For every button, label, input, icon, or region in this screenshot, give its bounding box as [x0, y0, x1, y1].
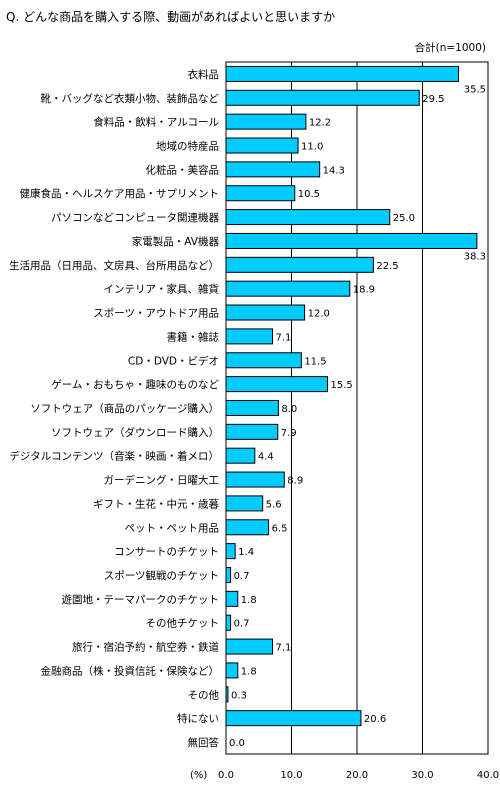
- value-label: 7.1: [276, 643, 292, 654]
- category-label: 家電製品・AV機器: [132, 235, 220, 248]
- category-label: CD・DVD・ビデオ: [128, 354, 219, 367]
- bar: [225, 256, 374, 273]
- value-label: 12.0: [308, 309, 330, 320]
- value-label: 0.3: [231, 690, 247, 701]
- category-label: ギフト・生花・中元・歳暮: [93, 497, 219, 510]
- bar: [225, 232, 478, 249]
- category-label: その他: [188, 688, 220, 701]
- x-tick-label: 30.0: [411, 770, 433, 781]
- value-label: 6.5: [272, 523, 288, 534]
- bar: [225, 495, 264, 512]
- category-label: 生活用品（日用品、文房具、台所用品など）: [9, 259, 219, 272]
- value-label: 20.6: [364, 714, 386, 725]
- value-label: 7.9: [281, 428, 297, 439]
- bars: [225, 65, 478, 727]
- category-label: その他チケット: [146, 617, 220, 630]
- bar: [225, 543, 236, 560]
- value-label: 4.4: [258, 452, 274, 463]
- value-labels: 35.5 29.5 12.2 11.0 14.3 10.5 25.0 38.3 22.5 18.9…: [229, 84, 486, 749]
- bar: [225, 65, 460, 82]
- category-label: 地域の特産品: [156, 140, 219, 153]
- category-label: 特にない: [177, 713, 219, 725]
- bar: [225, 185, 296, 202]
- value-label: 29.5: [422, 94, 444, 105]
- category-label: スポーツ観戦のチケット: [104, 569, 219, 582]
- value-label: 14.3: [323, 165, 345, 176]
- category-label: インテリア・家具、雑貨: [104, 283, 220, 296]
- value-label: 35.5: [464, 84, 486, 95]
- bar: [225, 209, 391, 226]
- bar: [225, 566, 232, 583]
- value-label: 38.3: [464, 251, 486, 262]
- bar: [225, 89, 420, 106]
- category-label: 靴・バッグなど衣類小物、装飾品など: [41, 92, 220, 105]
- value-label: 8.0: [281, 404, 297, 415]
- category-label: ソフトウェア（ダウンロード購入）: [51, 426, 219, 439]
- value-label: 0.7: [234, 571, 250, 582]
- category-label: コンサートのチケット: [114, 546, 219, 558]
- value-label: 1.8: [241, 666, 257, 677]
- bar: [225, 399, 279, 416]
- value-label: 0.0: [229, 738, 245, 749]
- value-label: 0.7: [234, 619, 250, 630]
- category-label: 旅行・宿泊予約・航空券・鉄道: [72, 641, 219, 654]
- value-label: 1.8: [241, 595, 257, 606]
- category-label: ペット・ペット用品: [125, 522, 220, 534]
- category-label: 食料品・飲料・アルコール: [93, 116, 219, 129]
- x-tick-label: 0.0: [218, 770, 234, 781]
- bar: [225, 376, 329, 393]
- category-label: 健康食品・ヘルスケア用品・サプリメント: [20, 187, 220, 200]
- category-label: ソフトウェア（商品のパッケージ購入）: [30, 402, 219, 415]
- category-label: ガーデニング・日曜大工: [104, 474, 220, 487]
- x-tick-label: 10.0: [280, 770, 302, 781]
- value-label: 15.5: [331, 380, 353, 391]
- x-tick-labels: 0.0 10.0 20.0 30.0 40.0: [218, 770, 499, 781]
- bar: [225, 328, 274, 345]
- category-label: 無回答: [188, 736, 220, 749]
- category-label: スポーツ・アウトドア用品: [93, 308, 219, 320]
- category-label: 書籍・雑誌: [167, 330, 220, 343]
- bar: [225, 113, 307, 130]
- category-label: デジタルコンテンツ（音楽・映画・着メロ）: [9, 450, 219, 463]
- value-label: 8.9: [287, 476, 303, 487]
- value-label: 12.2: [309, 118, 331, 129]
- value-label: 10.5: [298, 189, 320, 200]
- category-labels: 衣料品靴・バッグなど衣類小物、装飾品など食料品・飲料・アルコール地域の特産品化粧…: [9, 68, 219, 749]
- value-label: 11.0: [301, 142, 323, 153]
- value-label: 1.4: [238, 547, 254, 558]
- value-label: 25.0: [393, 213, 415, 224]
- bar: [225, 161, 321, 178]
- bar: [225, 423, 279, 440]
- bar: [225, 686, 229, 703]
- x-tick-label: 20.0: [346, 770, 368, 781]
- bar: [225, 710, 362, 727]
- category-label: 化粧品・美容品: [146, 163, 220, 176]
- bar: [225, 638, 274, 655]
- bar: [225, 662, 239, 679]
- value-label: 7.1: [276, 332, 292, 343]
- bar: [225, 519, 270, 536]
- category-label: パソコンなどコンピュータ関連機器: [51, 211, 219, 224]
- bar: [225, 280, 351, 297]
- bar: [225, 614, 232, 631]
- bar: [225, 352, 302, 369]
- value-label: 18.9: [353, 285, 375, 296]
- category-label: 遊園地・テーマパークのチケット: [62, 593, 220, 606]
- bar: [225, 137, 299, 154]
- unit-label: (%): [190, 770, 207, 781]
- value-label: 5.6: [266, 499, 282, 510]
- bar: [225, 590, 239, 607]
- category-label: ゲーム・おもちゃ・趣味のものなど: [51, 378, 219, 391]
- chart-title: Q. どんな商品を購入する際、動画があればよいと思いますか: [6, 10, 336, 24]
- value-label: 11.5: [304, 356, 326, 367]
- category-label: 金融商品（株・投資信託・保険など）: [41, 664, 220, 677]
- bar: [225, 471, 285, 488]
- bar: [225, 304, 306, 321]
- sample-size-label: 合計(n=1000): [414, 42, 486, 54]
- value-label: 22.5: [376, 261, 398, 272]
- bar: [225, 447, 256, 464]
- x-tick-label: 40.0: [477, 770, 499, 781]
- category-label: 衣料品: [188, 68, 220, 81]
